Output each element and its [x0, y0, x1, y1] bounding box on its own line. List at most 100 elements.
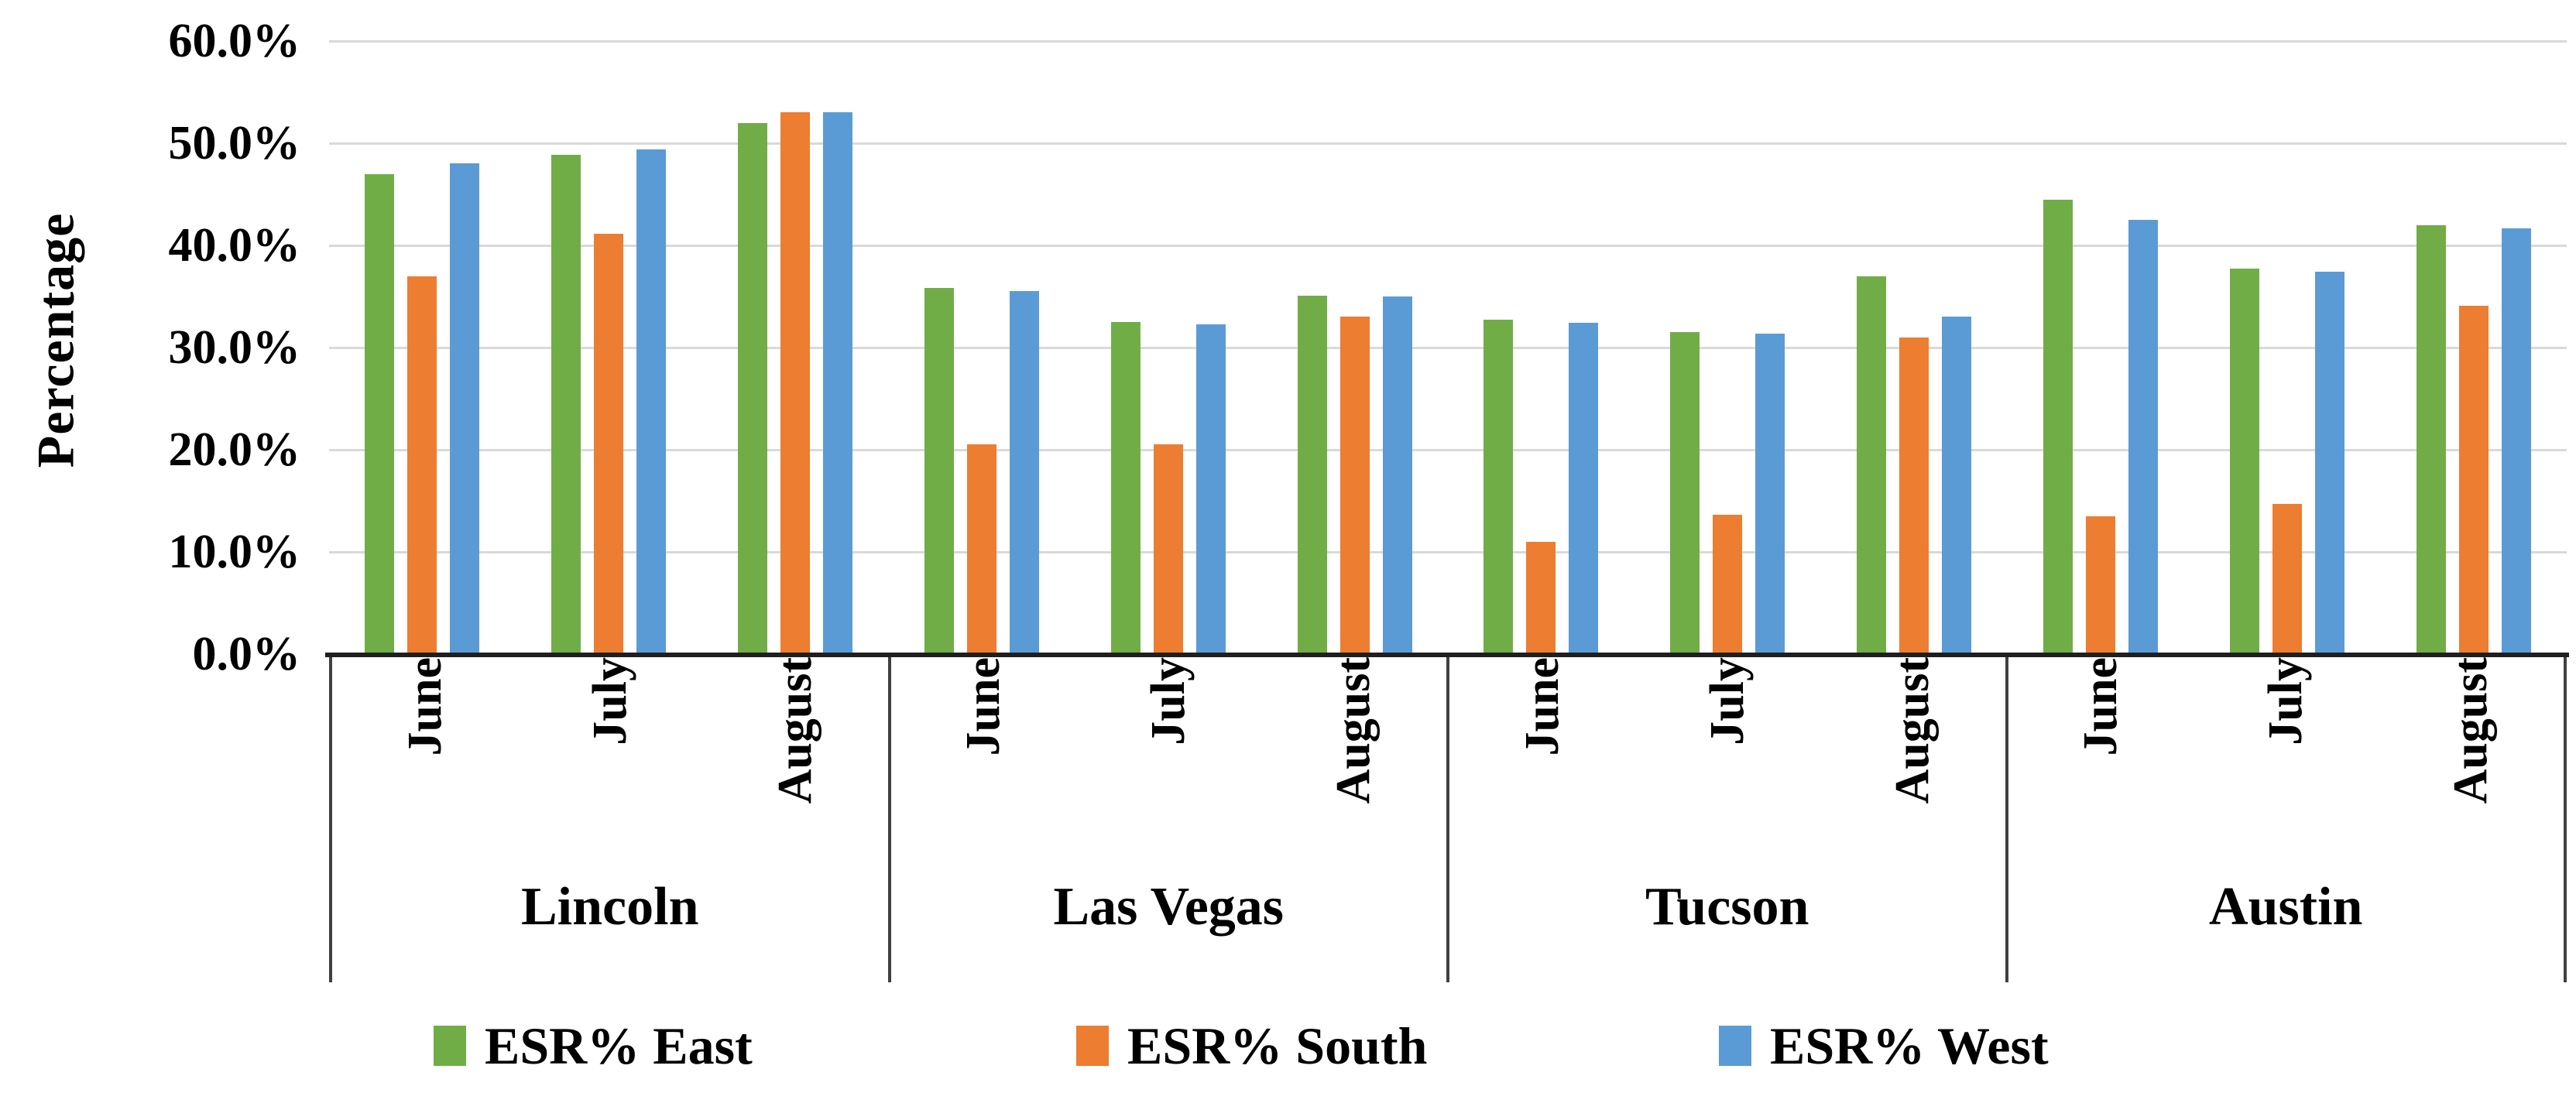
bar-esr-east-lincoln-august [738, 122, 768, 654]
gridline-50 [329, 142, 2567, 145]
bar-esr-east-las-vegas-august [1297, 295, 1327, 654]
bar-esr-west-lincoln-june [450, 163, 480, 654]
month-label-june: June [957, 657, 1010, 756]
category-cell-austin: June July August Austin [2005, 657, 2567, 982]
legend-item-esr-west: ESR% West [1719, 1019, 2362, 1072]
month-label-row: June July August [891, 657, 1447, 855]
bar-esr-east-tucson-june [1484, 320, 1514, 654]
bar-groups [329, 41, 2567, 654]
bar-cluster-lincoln-july [516, 41, 702, 654]
legend: ESR% East ESR% South ESR% West [329, 1003, 2567, 1088]
y-tick-label-10.0%: 10.0% [168, 526, 301, 578]
month-label-july: July [1142, 657, 1195, 745]
bar-cluster-lincoln-june [329, 41, 516, 654]
category-axis-table: June July August Lincoln June July August Las V… [329, 657, 2567, 982]
bar-cluster-las-vegas-august [1261, 41, 1448, 654]
bar-esr-east-tucson-july [1670, 332, 1700, 654]
legend-swatch-icon [1719, 1026, 1751, 1066]
bar-esr-west-tucson-july [1755, 333, 1785, 654]
month-label-june: June [2074, 657, 2128, 756]
month-label-june: June [398, 657, 451, 756]
bar-esr-west-austin-june [2128, 220, 2158, 654]
month-label-august: August [768, 657, 822, 804]
bar-esr-west-lincoln-july [636, 149, 667, 654]
month-slot: June [1449, 657, 1634, 760]
bar-esr-west-las-vegas-june [1009, 291, 1039, 654]
bar-esr-east-las-vegas-june [924, 288, 954, 654]
city-label-austin: Austin [2209, 877, 2363, 937]
month-slot: August [1261, 657, 1446, 809]
bar-esr-south-tucson-june [1526, 541, 1556, 654]
month-label-row: June July August [332, 657, 888, 855]
gridline-60 [329, 40, 2567, 43]
bar-cluster-tucson-june [1448, 41, 1634, 654]
category-cell-las-vegas: June July August Las Vegas [887, 657, 1447, 982]
bar-esr-south-austin-june [2085, 516, 2115, 654]
plot-area [329, 40, 2567, 654]
category-cell-lincoln: June July August Lincoln [329, 657, 888, 982]
month-label-july: July [583, 657, 636, 745]
y-tick-label-20.0%: 20.0% [168, 423, 301, 476]
bar-cluster-las-vegas-july [1075, 41, 1261, 654]
bar-esr-west-las-vegas-august [1382, 296, 1412, 654]
bar-esr-east-las-vegas-july [1110, 322, 1141, 654]
bar-esr-west-las-vegas-july [1195, 324, 1226, 654]
month-slot: July [2194, 657, 2379, 750]
bar-esr-south-las-vegas-august [1339, 317, 1370, 654]
month-label-august: August [2444, 657, 2498, 804]
legend-label: ESR% South [1127, 1016, 1428, 1075]
bar-esr-west-tucson-august [1942, 317, 1972, 654]
bar-group-tucson [1448, 41, 2008, 654]
bar-esr-south-tucson-july [1713, 515, 1743, 654]
bar-esr-east-lincoln-july [551, 154, 581, 654]
gridline-40 [329, 245, 2567, 247]
bar-esr-south-tucson-august [1899, 337, 1929, 654]
month-slot: June [2008, 657, 2194, 760]
month-slot: July [1076, 657, 1261, 750]
month-label-july: July [1700, 657, 1754, 745]
y-tick-label-0.0%: 0.0% [192, 628, 301, 680]
gridline-30 [329, 347, 2567, 349]
bar-esr-west-tucson-june [1569, 323, 1599, 654]
bar-esr-east-austin-august [2416, 224, 2446, 654]
bar-esr-east-austin-july [2229, 269, 2259, 654]
legend-swatch-icon [1076, 1026, 1109, 1066]
bar-esr-west-lincoln-august [823, 112, 853, 654]
bar-esr-south-lincoln-july [594, 234, 624, 654]
y-tick-label-30.0%: 30.0% [168, 321, 301, 374]
city-label-tucson: Tucson [1645, 877, 1809, 937]
month-label-row: June July August [2008, 657, 2564, 855]
y-tick-label-50.0%: 50.0% [168, 117, 301, 170]
city-label-las-vegas: Las Vegas [1053, 877, 1285, 937]
legend-label: ESR% East [485, 1016, 753, 1075]
legend-item-esr-east: ESR% East [434, 1019, 1076, 1072]
month-slot: August [2379, 657, 2564, 809]
bar-group-austin [2008, 41, 2567, 654]
bar-esr-south-las-vegas-june [966, 444, 996, 654]
x-axis-line [325, 653, 2569, 657]
bar-esr-south-austin-july [2272, 503, 2302, 654]
bar-esr-south-austin-august [2458, 305, 2489, 654]
bar-cluster-austin-july [2194, 41, 2380, 654]
legend-label: ESR% West [1770, 1016, 2049, 1075]
bar-cluster-austin-august [2380, 41, 2567, 654]
month-label-august: August [1885, 657, 1939, 804]
gridline-10 [329, 551, 2567, 553]
category-cell-tucson: June July August Tucson [1446, 657, 2005, 982]
gridline-20 [329, 449, 2567, 451]
bar-esr-south-las-vegas-july [1153, 444, 1183, 654]
month-label-row: June July August [1449, 657, 2005, 855]
bar-esr-south-lincoln-august [780, 112, 811, 654]
bar-cluster-lincoln-august [702, 41, 889, 654]
month-label-july: July [2259, 657, 2313, 745]
bar-cluster-tucson-july [1634, 41, 1821, 654]
bar-esr-east-lincoln-june [365, 173, 395, 654]
bar-esr-south-lincoln-june [407, 276, 437, 654]
bar-esr-west-austin-july [2314, 272, 2344, 654]
month-label-august: August [1327, 657, 1381, 804]
bar-esr-east-tucson-august [1857, 276, 1887, 654]
city-label-lincoln: Lincoln [520, 877, 699, 937]
y-tick-label-60.0%: 60.0% [168, 15, 301, 67]
bar-cluster-las-vegas-june [889, 41, 1075, 654]
bar-esr-west-austin-august [2501, 228, 2531, 654]
